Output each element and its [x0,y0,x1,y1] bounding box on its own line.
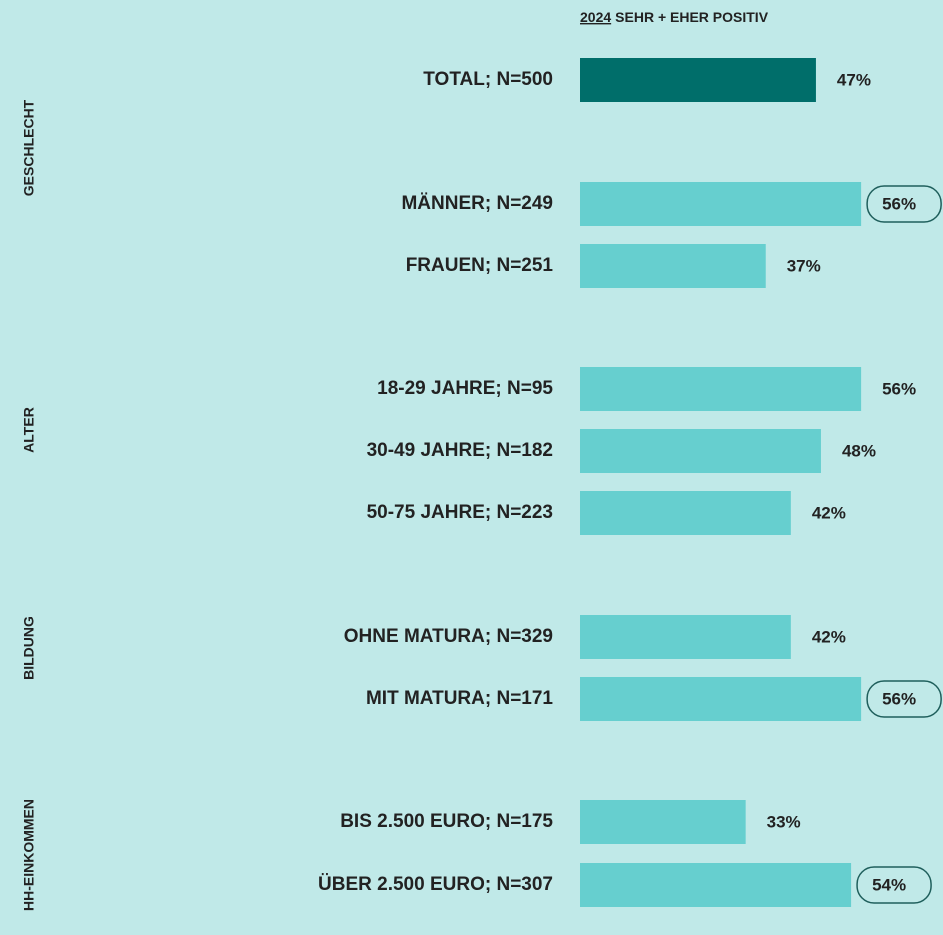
value-label: 42% [812,627,846,646]
highlight-box [866,185,942,223]
group-label: HH-EINKOMMEN [21,799,37,911]
value-label: 48% [842,441,876,460]
bar [580,58,816,102]
category-label: 18-29 JAHRE; N=95 [377,378,553,399]
value-label: 54% [872,875,906,894]
value-label: 37% [787,256,821,275]
category-label: TOTAL; N=500 [423,69,553,90]
header: 2024 SEHR + EHER POSITIV [580,9,769,25]
bar [580,677,862,721]
category-label: 30-49 JAHRE; N=182 [367,440,553,461]
bar [580,863,852,907]
bar [580,800,746,844]
value-label: 33% [767,812,801,831]
group-label: GESCHLECHT [21,99,37,196]
highlight-box [856,866,932,904]
bar [580,615,791,659]
bar [580,429,821,473]
category-label: FRAUEN; N=251 [406,255,554,276]
bar [580,244,766,288]
category-label: 50-75 JAHRE; N=223 [367,502,553,523]
category-label: OHNE MATURA; N=329 [344,626,553,647]
group-label: BILDUNG [21,616,37,680]
value-label: 56% [882,689,916,708]
highlight-box [866,680,942,718]
value-label: 56% [882,194,916,213]
header-year: 2024 [580,9,611,25]
category-label: BIS 2.500 EURO; N=175 [340,811,553,832]
value-label: 47% [837,70,871,89]
bar [580,367,862,411]
category-label: MIT MATURA; N=171 [366,688,553,709]
category-label: ÜBER 2.500 EURO; N=307 [318,874,553,895]
category-label: MÄNNER; N=249 [401,193,553,214]
value-label: 42% [812,503,846,522]
header-title: SEHR + EHER POSITIV [615,9,769,25]
value-label: 56% [882,379,916,398]
bar [580,182,862,226]
bar [580,491,791,535]
group-label: ALTER [21,407,37,453]
